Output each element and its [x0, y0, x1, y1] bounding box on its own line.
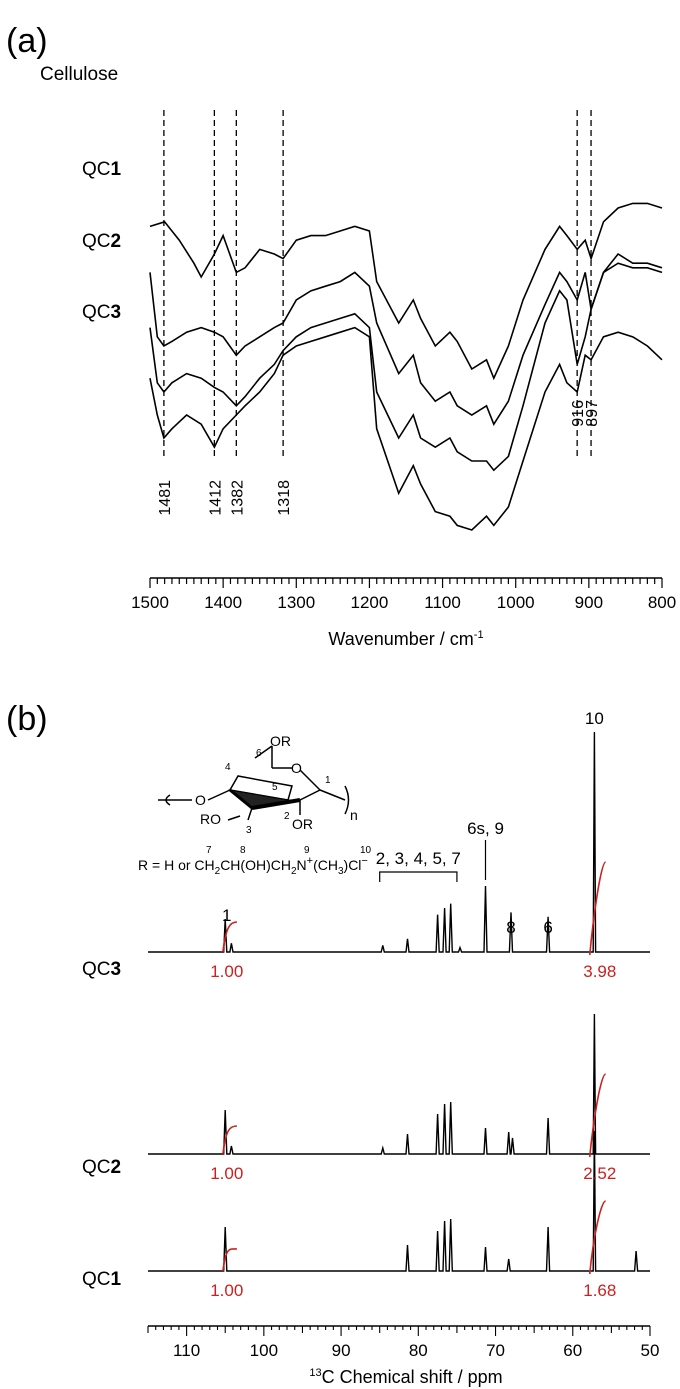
- ir-traces: [149, 202, 663, 531]
- integral-curve-peak-1: [222, 1125, 237, 1155]
- ir-label-qc1: QC1: [82, 159, 122, 180]
- nmr-tick-label-60: 60: [563, 1341, 582, 1360]
- ir-tick-label-1200: 1200: [351, 593, 389, 612]
- ir-trace-qc2: [149, 262, 663, 472]
- struct-num-1: 1: [325, 775, 331, 786]
- nmr-label-qc3: QC3: [82, 959, 121, 980]
- ir-tick-label-1500: 1500: [131, 593, 169, 612]
- ir-trace-cellulose: [149, 202, 663, 381]
- r-group-definition: R = H or CH2CH(OH)CH2N+(CH3)Cl−: [138, 855, 368, 877]
- nmr-peak-label-1: 1: [222, 906, 231, 925]
- panel-a-label: (a): [6, 22, 48, 60]
- nmr-x-axis: 110 100 90 80 70 60 50: [147, 1325, 660, 1360]
- ir-peak-label-1412: 1412: [207, 480, 224, 516]
- integral-curve-peak-10: [588, 1073, 607, 1158]
- integral-value-qc2-10: 2.52: [583, 1164, 616, 1183]
- nmr-trace-qc3: [148, 731, 650, 953]
- nmr-peak-label-2-3-4-5-7: 2, 3, 4, 5, 7: [376, 849, 461, 868]
- nmr-annotations: 1.00 3.98 1.00 2.52 1.00 1.68 1 2, 3, 4, 5, 7 6s…: [210, 709, 616, 1300]
- ir-trace-qc1: [149, 252, 663, 426]
- nmr-peak-label-6: 6: [543, 918, 552, 937]
- integral-value-qc1-1: 1.00: [210, 1281, 243, 1300]
- struct-ro-left: RO: [200, 811, 221, 827]
- nmr-peak-label-6s-9: 6s, 9: [467, 819, 504, 838]
- struct-num-8: 8: [240, 845, 246, 856]
- nmr-traces: [148, 731, 650, 1272]
- panel-b-label: (b): [6, 700, 48, 738]
- ir-peak-label-1481: 1481: [157, 480, 174, 516]
- struct-num-4: 4: [225, 762, 231, 773]
- integral-value-qc1-10: 1.68: [583, 1281, 616, 1300]
- ir-label-qc3: QC3: [82, 302, 121, 323]
- nmr-tick-label-100: 100: [250, 1341, 278, 1360]
- nmr-label-qc1: QC1: [82, 1269, 122, 1290]
- struct-num-6: 6: [256, 748, 262, 759]
- nmr-x-axis-label: 13C Chemical shift / ppm: [309, 1367, 502, 1387]
- ir-label-qc2: QC2: [82, 231, 121, 252]
- ir-tick-label-1300: 1300: [277, 593, 315, 612]
- nmr-label-qc2: QC2: [82, 1157, 121, 1178]
- ir-peak-label-897: 897: [584, 400, 601, 427]
- integral-value-qc2-1: 1.00: [210, 1164, 243, 1183]
- struct-num-2: 2: [284, 811, 290, 822]
- ir-peak-label-1318: 1318: [276, 480, 293, 516]
- ir-peak-label-1382: 1382: [229, 480, 246, 516]
- ir-trace-qc3: [149, 326, 663, 531]
- cellulose-repeat-unit-structure: O O OR RO OR n 4 5 6 1 2 3: [158, 733, 358, 836]
- ir-peak-label-916: 916: [570, 400, 587, 427]
- ir-tick-label-800: 800: [648, 593, 676, 612]
- nmr-bracket-2-7: [379, 871, 458, 882]
- integral-curve-peak-1: [222, 1248, 237, 1272]
- nmr-tick-label-80: 80: [409, 1341, 428, 1360]
- nmr-tick-label-70: 70: [486, 1341, 505, 1360]
- struct-o-ring: O: [291, 760, 302, 776]
- nmr-tick-label-50: 50: [641, 1341, 660, 1360]
- nmr-trace-qc1: [148, 1130, 650, 1272]
- struct-o-left: O: [195, 792, 206, 808]
- nmr-peak-label-8: 8: [506, 918, 515, 937]
- struct-num-7: 7: [206, 845, 212, 856]
- struct-num-3: 3: [246, 825, 252, 836]
- nmr-tick-label-110: 110: [173, 1341, 200, 1360]
- integral-curve-peak-1: [222, 921, 238, 953]
- ir-tick-label-1000: 1000: [497, 593, 535, 612]
- ir-x-axis: 1500 1400 1300 1200 1100 1000 900 800: [131, 577, 676, 612]
- ir-x-axis-label: Wavenumber / cm-1: [328, 629, 483, 649]
- struct-n: n: [350, 807, 358, 823]
- ir-label-cellulose: Cellulose: [40, 64, 118, 85]
- ir-tick-label-1100: 1100: [424, 593, 461, 612]
- ir-tick-label-900: 900: [575, 593, 603, 612]
- nmr-tick-label-90: 90: [332, 1341, 351, 1360]
- ir-tick-label-1400: 1400: [204, 593, 242, 612]
- integral-curve-peak-10: [588, 1200, 607, 1275]
- integral-curve-peak-10: [588, 861, 607, 956]
- struct-or-top: OR: [270, 733, 291, 749]
- struct-num-10: 10: [360, 845, 372, 856]
- nmr-trace-qc2: [148, 1013, 650, 1155]
- integral-value-qc3-10: 3.98: [583, 962, 616, 981]
- nmr-peak-label-10: 10: [585, 709, 604, 728]
- struct-or-bottom: OR: [292, 816, 313, 832]
- struct-num-5: 5: [272, 782, 278, 793]
- integral-value-qc3-1: 1.00: [210, 962, 243, 981]
- struct-num-9: 9: [304, 845, 310, 856]
